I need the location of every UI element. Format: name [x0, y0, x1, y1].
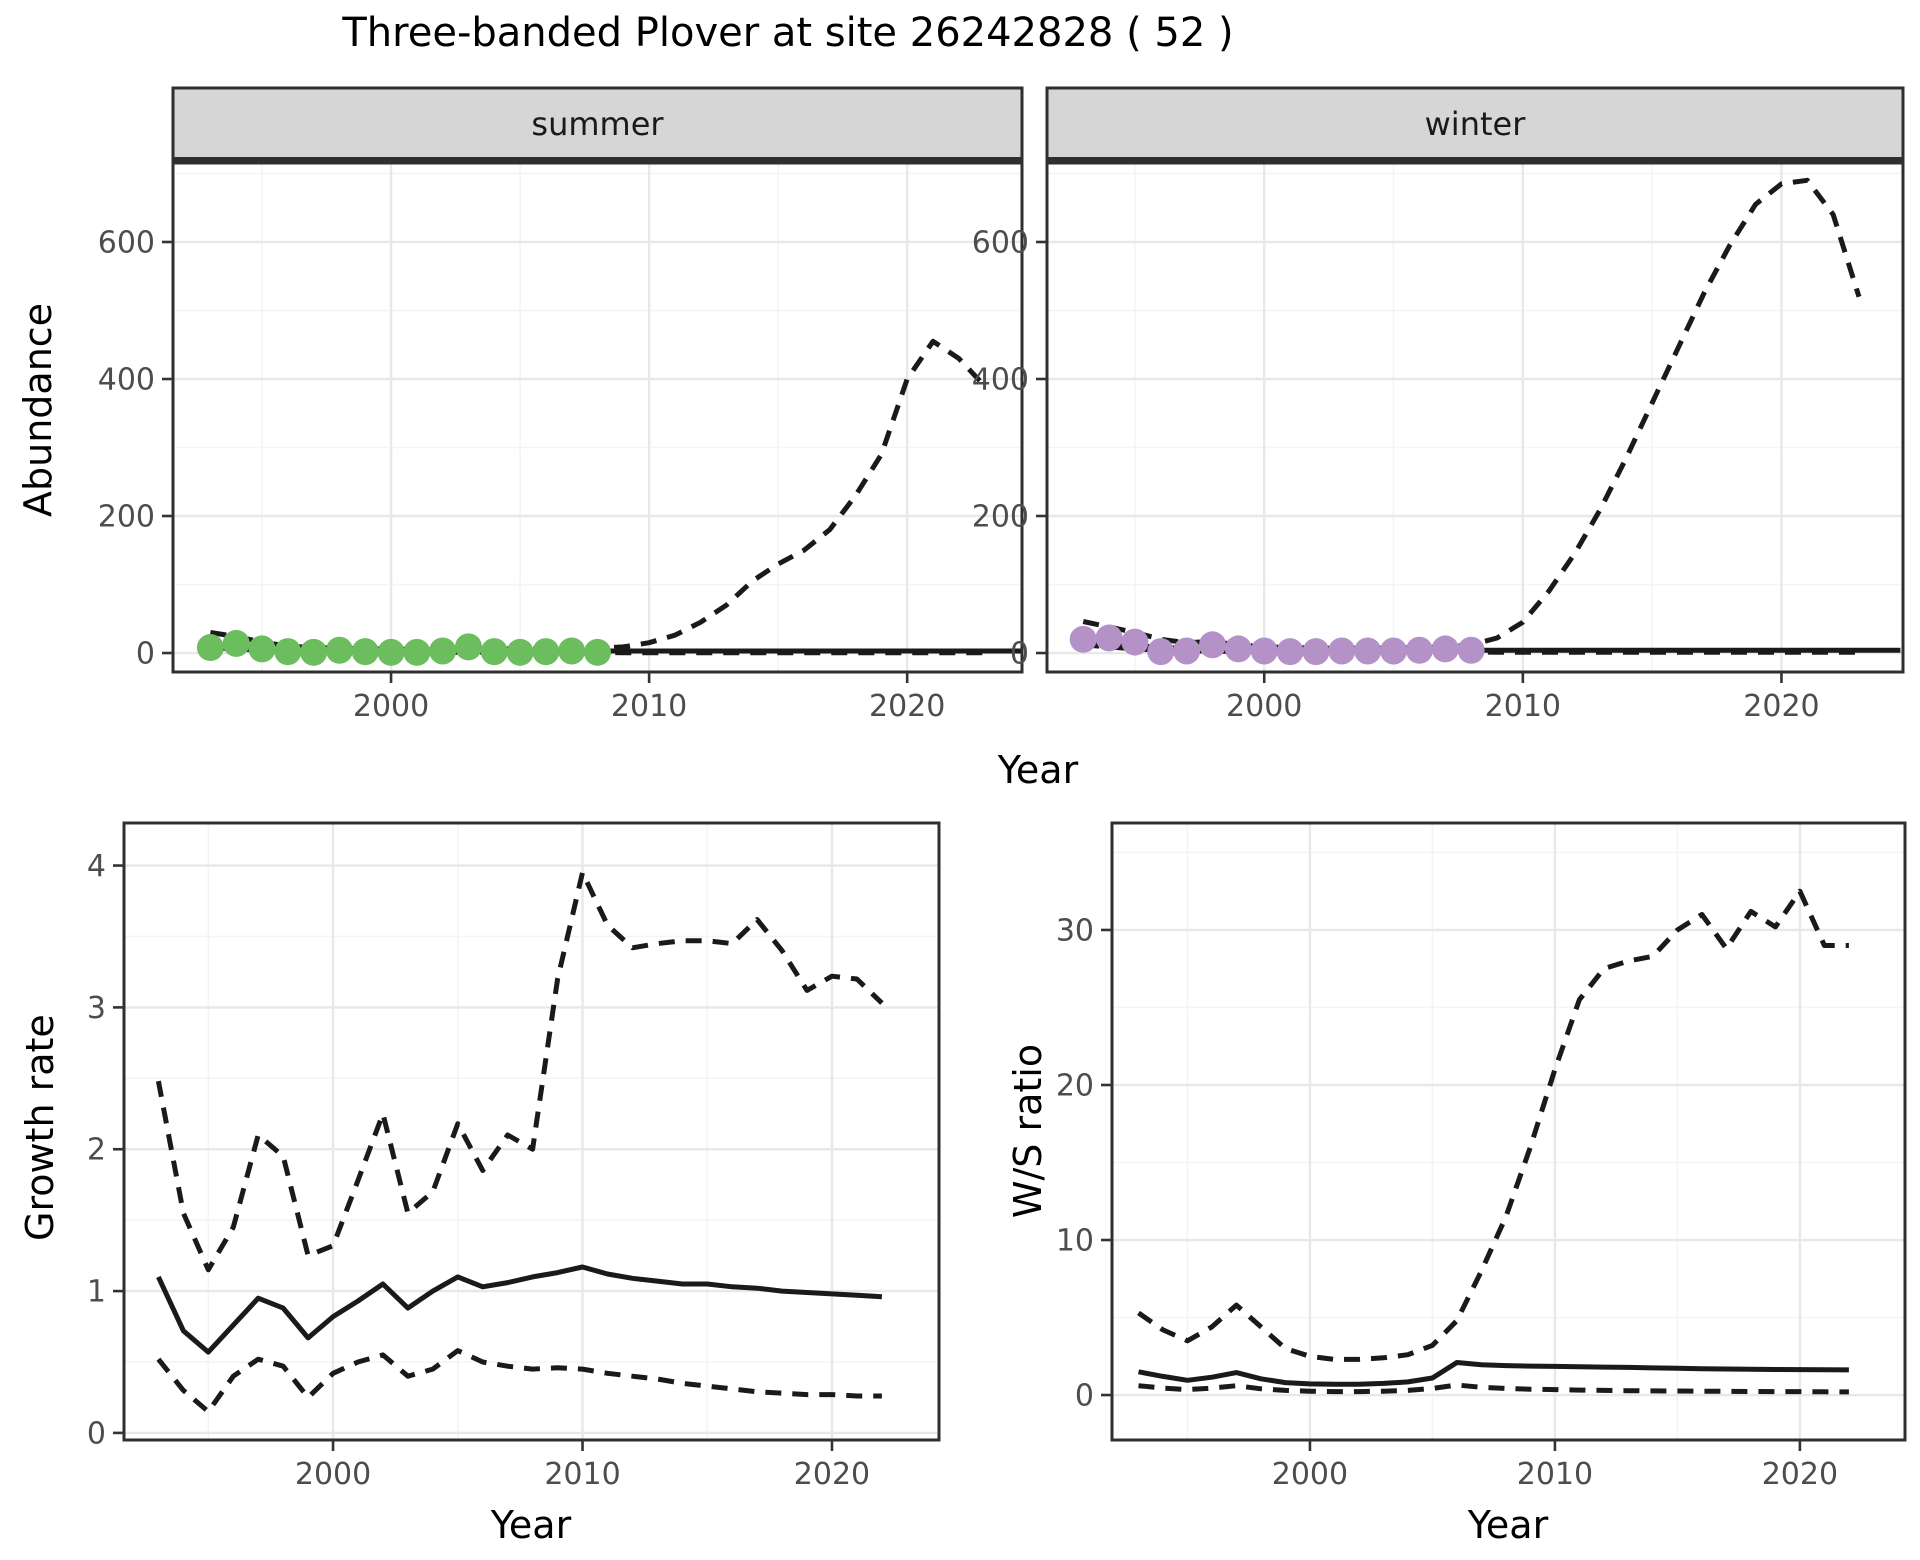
- x-tick-label: 2000: [1226, 689, 1302, 724]
- observation-point-abundance-winter: [1354, 637, 1382, 665]
- x-tick-label: 2020: [1762, 1457, 1838, 1492]
- y-tick-label: 200: [98, 500, 155, 535]
- observation-point-abundance-summer: [558, 637, 586, 665]
- panel-ws-ratio: 2000 2010 2020 0 10 20 30: [1056, 821, 1907, 1492]
- observation-point-abundance-summer: [222, 629, 250, 657]
- observation-point-abundance-summer: [248, 635, 276, 663]
- facet-strip-label: summer: [531, 105, 664, 143]
- y-axis-title-ws-ratio: W/S ratio: [1006, 1043, 1050, 1219]
- y-tick-label: 0: [136, 637, 155, 672]
- lower-ci-line-growth-rate: [156, 1348, 882, 1415]
- x-axis-title-year-bottom-right: Year: [1467, 1503, 1549, 1547]
- x-tick-label: 2010: [611, 689, 687, 724]
- observation-point-abundance-winter: [1250, 637, 1278, 665]
- observation-point-abundance-winter: [1457, 636, 1485, 664]
- y-tick-label: 200: [972, 500, 1029, 535]
- x-tick-label: 2000: [353, 689, 429, 724]
- y-tick-label: 4: [87, 849, 106, 884]
- observation-point-abundance-summer: [454, 633, 482, 661]
- x-tick-label: 2010: [1517, 1457, 1593, 1492]
- y-tick-label: 600: [98, 225, 155, 260]
- y-tick-label: 0: [1010, 637, 1029, 672]
- x-tick-label: 2000: [1272, 1457, 1348, 1492]
- fit-line-growth-rate: [156, 1264, 883, 1355]
- observation-point-abundance-winter: [1224, 635, 1252, 663]
- figure-title: Three-banded Plover at site 26242828 ( 5…: [342, 10, 1234, 56]
- observation-point-abundance-summer: [377, 638, 405, 666]
- y-tick-label: 20: [1056, 1068, 1094, 1103]
- x-tick-label: 2020: [869, 689, 945, 724]
- observation-point-abundance-winter: [1276, 638, 1304, 666]
- observation-point-abundance-winter: [1302, 638, 1330, 666]
- observation-point-abundance-winter: [1147, 638, 1175, 666]
- observation-point-abundance-summer: [429, 637, 457, 665]
- upper-ci-line-ws-ratio: [1137, 888, 1849, 1362]
- observation-point-abundance-summer: [506, 638, 534, 666]
- facet-strip-label: winter: [1425, 105, 1527, 143]
- y-tick-label: 400: [98, 362, 155, 397]
- observation-point-abundance-winter: [1095, 624, 1123, 652]
- observation-point-abundance-summer: [325, 636, 353, 664]
- observation-point-abundance-winter: [1405, 636, 1433, 664]
- observation-point-abundance-winter: [1199, 631, 1227, 659]
- observation-point-abundance-summer: [196, 634, 224, 662]
- panel-border: [1110, 821, 1907, 1442]
- fit-line-ws-ratio: [1138, 1360, 1849, 1387]
- y-tick-label: 0: [1075, 1379, 1094, 1414]
- x-tick-label: 2000: [295, 1457, 371, 1492]
- y-tick-label: 3: [87, 991, 106, 1026]
- panel-border: [122, 821, 941, 1442]
- observation-point-abundance-summer: [300, 638, 328, 666]
- observation-point-abundance-winter: [1431, 635, 1459, 663]
- x-tick-label: 2010: [1485, 689, 1561, 724]
- x-axis-title-year-bottom-left: Year: [490, 1503, 572, 1547]
- x-tick-label: 2010: [544, 1457, 620, 1492]
- y-tick-label: 30: [1056, 913, 1094, 948]
- x-axis-title-year-top: Year: [997, 748, 1079, 792]
- observation-point-abundance-summer: [403, 638, 431, 666]
- observation-point-abundance-summer: [584, 638, 611, 666]
- y-axis-title-abundance: Abundance: [16, 302, 60, 517]
- y-tick-label: 2: [87, 1133, 106, 1168]
- observation-point-abundance-winter: [1173, 637, 1201, 665]
- panel-abundance-summer: 2000 2010 2020 0 200 400 600 summer: [98, 86, 1024, 724]
- y-tick-label: 0: [87, 1416, 106, 1451]
- x-tick-label: 2020: [794, 1457, 870, 1492]
- observation-point-abundance-winter: [1121, 628, 1149, 656]
- upper-ci-line-growth-rate: [155, 870, 884, 1273]
- panel-growth-rate: 2000 2010 2020 0 1 2 3 4: [87, 821, 941, 1492]
- y-tick-label: 1: [87, 1275, 106, 1310]
- panel-abundance-winter: 2000 2010 2020 0 200 400 600 winter: [972, 86, 1905, 724]
- observation-point-abundance-summer: [274, 638, 302, 666]
- lower-ci-line-ws-ratio: [1138, 1382, 1849, 1395]
- y-tick-label: 10: [1056, 1224, 1094, 1259]
- observation-point-abundance-summer: [351, 638, 379, 666]
- observation-point-abundance-summer: [480, 638, 508, 666]
- observation-point-abundance-winter: [1380, 637, 1408, 665]
- y-tick-label: 600: [972, 225, 1029, 260]
- observation-point-abundance-winter: [1069, 625, 1097, 653]
- observation-point-abundance-winter: [1328, 637, 1356, 665]
- y-tick-label: 400: [972, 362, 1029, 397]
- facet-strip-winter: [1045, 86, 1905, 162]
- observation-point-abundance-summer: [532, 638, 560, 666]
- y-axis-title-growth-rate: Growth rate: [18, 1014, 62, 1241]
- facet-strip-summer: [171, 86, 1024, 162]
- x-tick-label: 2020: [1743, 689, 1819, 724]
